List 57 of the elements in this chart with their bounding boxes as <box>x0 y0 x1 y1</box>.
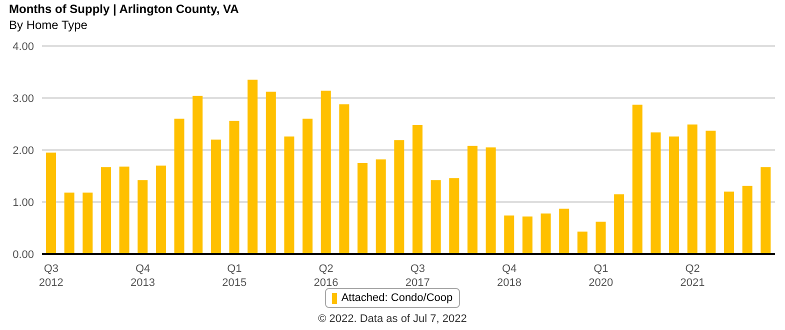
bar <box>248 80 258 254</box>
bar <box>266 92 276 254</box>
bar <box>46 152 56 254</box>
bar <box>596 222 606 254</box>
bar <box>486 147 496 254</box>
bar <box>229 120 240 254</box>
bar <box>320 90 331 254</box>
bar <box>687 124 698 254</box>
x-tick-label: Q1 2020 <box>588 263 614 289</box>
bar <box>559 208 570 254</box>
bar <box>156 166 166 254</box>
bar <box>174 118 184 254</box>
y-tick-label: 1.00 <box>12 196 34 209</box>
bar <box>376 159 386 254</box>
bar <box>302 118 313 254</box>
bar <box>430 180 441 254</box>
bar <box>650 132 661 254</box>
y-tick-label: 2.00 <box>12 144 34 157</box>
bar <box>192 96 203 254</box>
y-tick-label: 3.00 <box>12 92 34 105</box>
bar <box>119 166 130 254</box>
bar <box>614 194 624 254</box>
bar <box>394 140 404 254</box>
bar <box>467 146 478 254</box>
y-tick-label: 4.00 <box>12 40 34 53</box>
bar <box>449 178 460 254</box>
x-tick-label: Q3 2017 <box>405 263 430 289</box>
x-tick-label: Q1 2015 <box>222 263 247 289</box>
bar <box>577 232 588 254</box>
bar <box>100 167 111 254</box>
bar <box>742 186 752 254</box>
bar <box>210 140 221 254</box>
bar <box>540 213 551 254</box>
y-tick-label: 0.00 <box>12 248 34 261</box>
chart-subtitle: By Home Type <box>9 18 88 32</box>
bar <box>706 130 716 254</box>
x-tick-label: Q4 2013 <box>130 263 156 289</box>
x-tick-label: Q3 2012 <box>38 263 64 289</box>
bar <box>724 192 734 254</box>
bar <box>64 192 74 254</box>
bar <box>760 167 771 254</box>
bar <box>504 216 514 254</box>
bar <box>284 136 294 254</box>
bar <box>412 125 422 254</box>
x-tick-label: Q4 2018 <box>497 263 522 289</box>
bar <box>632 104 642 254</box>
x-tick-label: Q2 2021 <box>680 263 705 289</box>
text: © 2022. Data as of Jul 7, 2022 <box>317 313 468 325</box>
bar <box>358 163 368 254</box>
bar <box>522 216 532 254</box>
chart-title: Months of Supply | Arlington County, VA <box>9 2 239 16</box>
bar <box>339 104 350 254</box>
x-tick-label: Q2 2016 <box>314 263 338 289</box>
legend-label: Attached: Condo/Coop <box>340 292 453 304</box>
bar <box>82 192 93 254</box>
bar <box>669 136 680 254</box>
bar <box>138 180 148 254</box>
